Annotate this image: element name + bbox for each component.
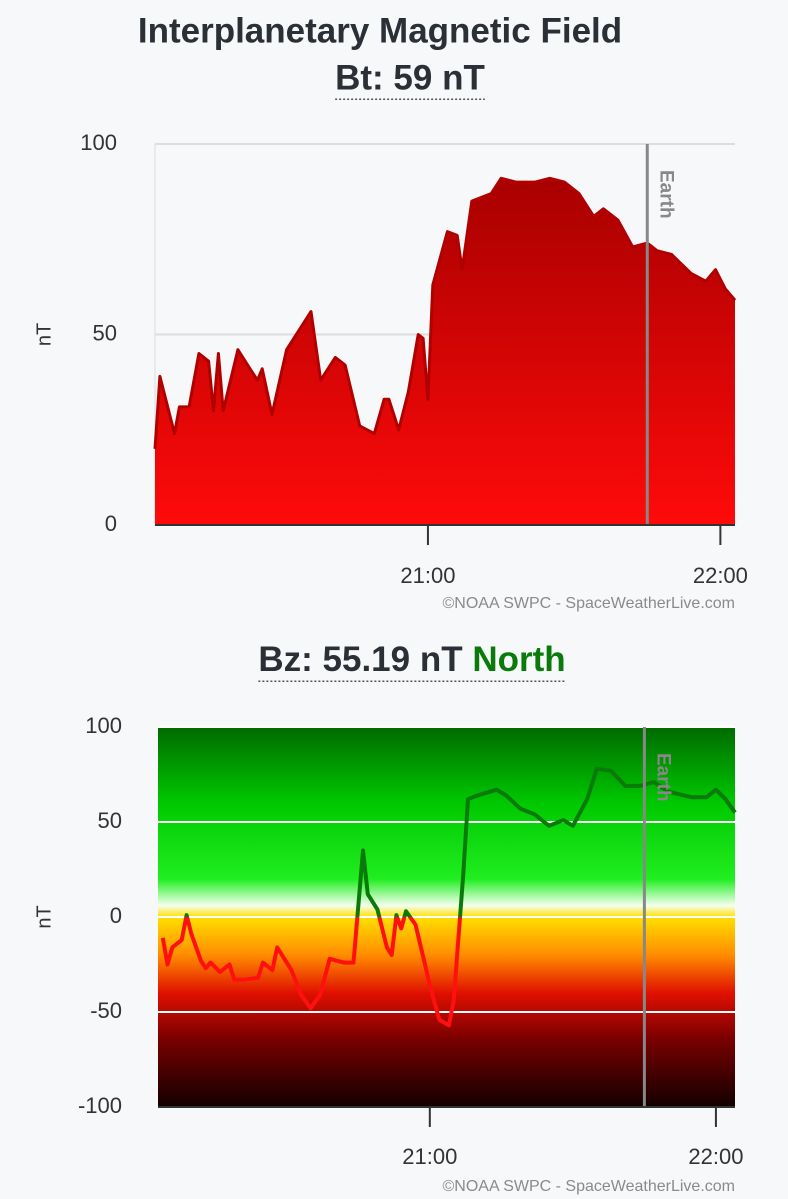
chart-title: Interplanetary Magnetic Field (138, 11, 622, 50)
chart-title: Bz: 55.19 nT North (258, 640, 565, 679)
area-line (153, 176, 737, 449)
y-tick-label: 50 (98, 808, 122, 833)
chart-subtitle: Bt: 59 nT (335, 58, 485, 97)
x-tick-label: 22:00 (688, 1144, 743, 1169)
x-tick-label: 21:00 (402, 1144, 457, 1169)
x-tick-label: 22:00 (693, 563, 748, 588)
bz-direction: North (472, 640, 565, 679)
y-tick-label: 0 (110, 903, 122, 928)
y-tick-label: 50 (93, 320, 117, 345)
bz-value: Bz: 55.19 nT (258, 640, 462, 679)
credit: ©NOAA SWPC - SpaceWeatherLive.com (443, 1178, 735, 1195)
y-tick-label: -50 (90, 998, 122, 1023)
credit: ©NOAA SWPC - SpaceWeatherLive.com (443, 595, 735, 612)
x-tick-label: 21:00 (400, 563, 455, 588)
y-tick-label: 0 (105, 511, 117, 536)
earth-label: Earth (655, 170, 676, 219)
y-axis-label: nT (33, 323, 55, 346)
area-fill (155, 178, 735, 526)
y-tick-label: 100 (80, 130, 117, 155)
earth-label: Earth (652, 753, 673, 802)
y-tick-label: -100 (78, 1093, 122, 1118)
bz-line (160, 766, 737, 1028)
y-axis-label: nT (33, 905, 55, 928)
y-tick-label: 100 (85, 713, 122, 738)
